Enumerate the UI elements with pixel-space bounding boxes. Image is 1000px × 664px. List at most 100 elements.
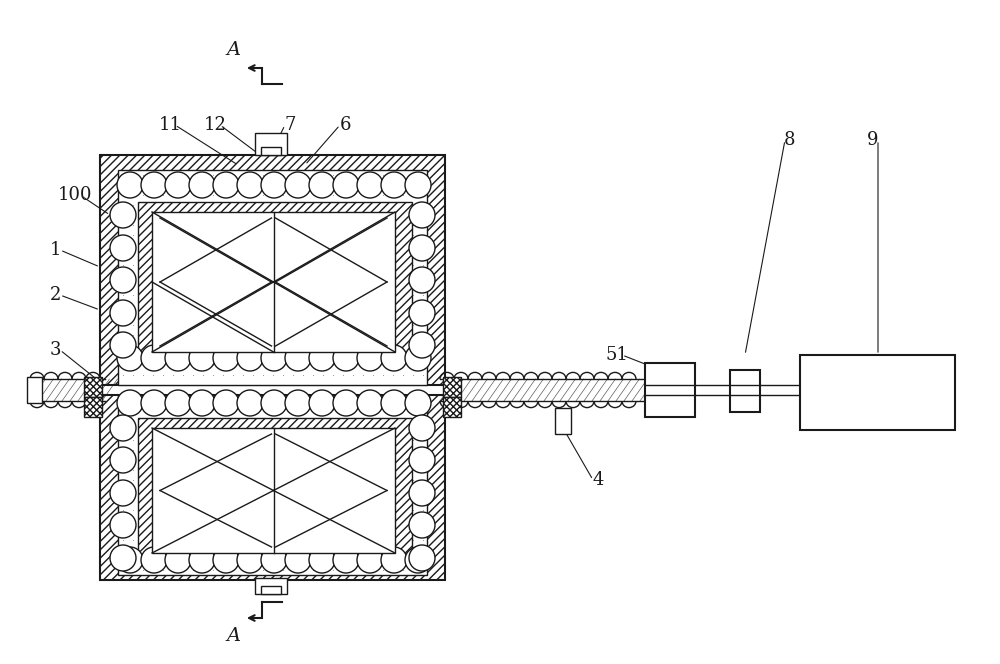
Circle shape bbox=[261, 547, 287, 573]
Circle shape bbox=[189, 390, 215, 416]
Circle shape bbox=[261, 172, 287, 198]
Circle shape bbox=[237, 547, 263, 573]
Bar bbox=[555, 408, 571, 434]
Circle shape bbox=[110, 512, 136, 538]
Bar bbox=[84, 377, 102, 397]
Bar bbox=[152, 212, 395, 352]
Circle shape bbox=[261, 390, 287, 416]
Circle shape bbox=[189, 547, 215, 573]
Text: 6: 6 bbox=[339, 116, 351, 134]
Circle shape bbox=[237, 172, 263, 198]
Bar bbox=[118, 170, 427, 385]
Text: 3: 3 bbox=[49, 341, 61, 359]
Circle shape bbox=[213, 345, 239, 371]
Text: 4: 4 bbox=[592, 471, 604, 489]
Circle shape bbox=[165, 547, 191, 573]
Circle shape bbox=[409, 300, 435, 326]
Circle shape bbox=[381, 345, 407, 371]
Text: 1: 1 bbox=[49, 241, 61, 259]
Circle shape bbox=[141, 345, 167, 371]
Circle shape bbox=[110, 332, 136, 358]
Circle shape bbox=[409, 447, 435, 473]
Circle shape bbox=[357, 390, 383, 416]
Circle shape bbox=[110, 447, 136, 473]
Circle shape bbox=[261, 345, 287, 371]
Circle shape bbox=[213, 390, 239, 416]
Bar bbox=[255, 578, 287, 594]
Text: 8: 8 bbox=[784, 131, 796, 149]
Circle shape bbox=[165, 390, 191, 416]
Bar bbox=[27, 377, 42, 403]
Circle shape bbox=[309, 345, 335, 371]
Text: 100: 100 bbox=[58, 186, 92, 204]
Bar bbox=[84, 397, 102, 417]
Bar bbox=[443, 377, 461, 397]
Circle shape bbox=[333, 172, 359, 198]
Circle shape bbox=[110, 300, 136, 326]
Bar bbox=[443, 397, 461, 417]
Circle shape bbox=[189, 345, 215, 371]
Circle shape bbox=[110, 267, 136, 293]
Circle shape bbox=[409, 415, 435, 441]
Circle shape bbox=[409, 545, 435, 571]
Circle shape bbox=[409, 235, 435, 261]
Circle shape bbox=[409, 202, 435, 228]
Circle shape bbox=[110, 235, 136, 261]
Circle shape bbox=[333, 390, 359, 416]
Circle shape bbox=[309, 547, 335, 573]
Circle shape bbox=[285, 172, 311, 198]
Bar bbox=[261, 147, 281, 155]
Bar bbox=[261, 586, 281, 594]
Bar bbox=[730, 370, 760, 412]
Bar bbox=[138, 202, 412, 356]
Circle shape bbox=[357, 547, 383, 573]
Text: A: A bbox=[227, 627, 241, 645]
Circle shape bbox=[110, 202, 136, 228]
Circle shape bbox=[409, 267, 435, 293]
Circle shape bbox=[213, 172, 239, 198]
Circle shape bbox=[141, 547, 167, 573]
Circle shape bbox=[117, 547, 143, 573]
Text: 2: 2 bbox=[49, 286, 61, 304]
Bar bbox=[152, 428, 395, 553]
Bar bbox=[800, 355, 955, 430]
Circle shape bbox=[405, 547, 431, 573]
Bar bbox=[255, 133, 287, 155]
Bar bbox=[100, 395, 445, 580]
Bar bbox=[645, 363, 695, 417]
Circle shape bbox=[333, 547, 359, 573]
Text: 9: 9 bbox=[867, 131, 879, 149]
Circle shape bbox=[357, 172, 383, 198]
Circle shape bbox=[165, 172, 191, 198]
Circle shape bbox=[381, 172, 407, 198]
Circle shape bbox=[409, 480, 435, 506]
Text: 11: 11 bbox=[159, 116, 182, 134]
Circle shape bbox=[285, 345, 311, 371]
Circle shape bbox=[381, 547, 407, 573]
Text: 7: 7 bbox=[284, 116, 296, 134]
Circle shape bbox=[237, 345, 263, 371]
Bar bbox=[100, 155, 445, 385]
Circle shape bbox=[165, 345, 191, 371]
Circle shape bbox=[405, 172, 431, 198]
Circle shape bbox=[110, 545, 136, 571]
Circle shape bbox=[189, 172, 215, 198]
Circle shape bbox=[237, 390, 263, 416]
Circle shape bbox=[309, 390, 335, 416]
Bar bbox=[118, 395, 427, 575]
Circle shape bbox=[309, 172, 335, 198]
Circle shape bbox=[117, 172, 143, 198]
Circle shape bbox=[405, 390, 431, 416]
Circle shape bbox=[357, 345, 383, 371]
Circle shape bbox=[333, 345, 359, 371]
Circle shape bbox=[409, 512, 435, 538]
Circle shape bbox=[381, 390, 407, 416]
Circle shape bbox=[141, 172, 167, 198]
Text: 51: 51 bbox=[606, 346, 628, 364]
Circle shape bbox=[405, 345, 431, 371]
Text: 12: 12 bbox=[204, 116, 226, 134]
Circle shape bbox=[409, 332, 435, 358]
Circle shape bbox=[285, 547, 311, 573]
Text: A: A bbox=[227, 41, 241, 59]
Circle shape bbox=[117, 345, 143, 371]
